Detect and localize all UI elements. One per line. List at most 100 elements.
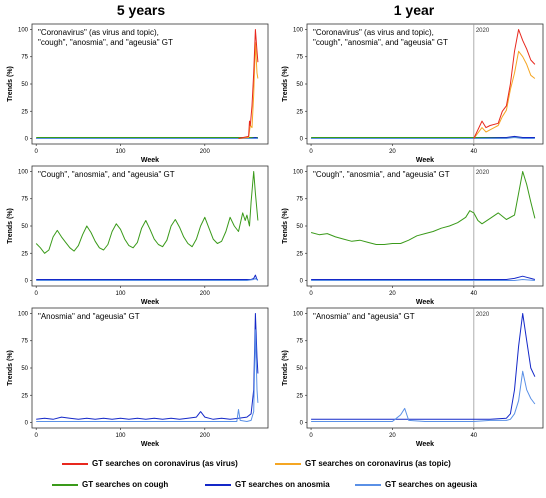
y-tick-label: 75: [296, 197, 303, 203]
plot-frame: [306, 307, 544, 429]
y-axis-label: Trends (%): [282, 66, 289, 102]
series-line-anosmia: [36, 313, 259, 420]
series-line-virus: [238, 29, 259, 139]
y-tick-label: 75: [296, 339, 303, 345]
series-line-topic: [238, 42, 259, 139]
y-tick-label: 50: [296, 224, 303, 230]
panel-title: "cough", "anosmia", and "ageusia" GT: [313, 38, 448, 47]
panel-title: "Anosmia" and "ageusia" GT: [313, 312, 415, 321]
x-axis-label: Week: [141, 157, 159, 164]
x-tick-label: 0: [309, 291, 313, 297]
y-tick-label: 100: [18, 27, 29, 33]
y-tick-label: 0: [300, 421, 304, 427]
series-line-anosmia: [36, 274, 258, 280]
y-tick-label: 0: [25, 421, 29, 427]
y-tick-label: 50: [296, 366, 303, 372]
y-tick-label: 25: [21, 109, 28, 115]
y-tick-label: 0: [300, 279, 304, 285]
series-line-ageusia: [36, 277, 259, 281]
y-tick-label: 0: [300, 137, 304, 143]
x-axis-label: Week: [416, 157, 434, 164]
y-axis-label: Trends (%): [7, 66, 14, 102]
y-tick-label: 100: [18, 311, 29, 317]
legend-label: GT searches on coronavirus (as topic): [305, 459, 451, 468]
legend-label: GT searches on cough: [82, 480, 169, 489]
panel-title: "Anosmia" and "ageusia" GT: [38, 312, 140, 321]
y-tick-label: 25: [296, 393, 303, 399]
x-tick-label: 200: [200, 291, 211, 297]
column-title-5-years: 5 years: [116, 2, 166, 18]
y-axis-label: Trends (%): [7, 208, 14, 244]
x-tick-label: 40: [470, 291, 477, 297]
y-tick-label: 75: [21, 55, 28, 61]
series-line-virus: [473, 29, 536, 139]
panel-title: "Cough", "anosmia", and "ageusia" GT: [38, 170, 175, 179]
series-line-ageusia: [36, 329, 259, 422]
legend-swatch: [62, 462, 88, 465]
y-tick-label: 25: [296, 109, 303, 115]
year-annotation: 2020: [476, 312, 490, 318]
y-axis-label: Trends (%): [7, 350, 14, 386]
y-tick-label: 100: [293, 27, 304, 33]
x-tick-label: 40: [470, 149, 477, 155]
y-tick-label: 25: [296, 251, 303, 257]
column-title-1-year: 1 year: [393, 2, 435, 18]
x-tick-label: 20: [389, 433, 396, 439]
y-tick-label: 50: [21, 82, 28, 88]
legend-swatch: [355, 483, 381, 486]
panel-title: "Coronavirus" (as virus and topic),: [38, 28, 159, 37]
y-tick-label: 100: [293, 169, 304, 175]
panel-1y-2: 2020 0 25 50 75 100 0 20 40 Week Trends (%) "Cough"…: [282, 165, 544, 306]
legend-label: GT searches on coronavirus (as virus): [92, 459, 238, 468]
x-axis-label: Week: [416, 299, 434, 306]
year-annotation: 2020: [476, 28, 490, 34]
x-tick-label: 0: [309, 149, 313, 155]
plot-frame: [31, 307, 269, 429]
legend-item: GT searches on cough: [52, 480, 168, 489]
legend-item: GT searches on ageusia: [355, 480, 477, 489]
series-line-anosmia: [311, 313, 536, 420]
x-tick-label: 200: [200, 149, 211, 155]
legend-label: GT searches on anosmia: [235, 480, 330, 489]
legend-swatch: [52, 483, 78, 486]
x-tick-label: 100: [115, 291, 126, 297]
x-tick-label: 0: [35, 149, 39, 155]
y-tick-label: 25: [21, 251, 28, 257]
x-tick-label: 20: [389, 149, 396, 155]
legend-swatch: [275, 462, 301, 465]
series-line-ageusia: [311, 370, 536, 422]
x-tick-label: 200: [200, 433, 211, 439]
x-tick-label: 40: [470, 433, 477, 439]
y-tick-label: 25: [21, 393, 28, 399]
legend-label: GT searches on ageusia: [385, 480, 478, 489]
y-tick-label: 75: [21, 197, 28, 203]
panel-title: "Coronavirus" (as virus and topic),: [313, 28, 434, 37]
x-axis-label: Week: [141, 441, 159, 448]
y-tick-label: 100: [293, 311, 304, 317]
plot-frame: [31, 165, 269, 287]
y-tick-label: 75: [296, 55, 303, 61]
panel-title: "cough", "anosmia", and "ageusia" GT: [38, 38, 173, 47]
legend-swatch: [205, 483, 231, 486]
panel-1y-1: 2020 0 25 50 75 100 0 20 40 Week Trends (%) "Corona…: [282, 23, 544, 164]
y-tick-label: 0: [25, 137, 29, 143]
x-tick-label: 0: [35, 291, 39, 297]
x-axis-label: Week: [141, 299, 159, 306]
panel-5y-3: 0 25 50 75 100 0 100 200 Week Trends (%) "Anosmia"…: [7, 307, 269, 448]
y-tick-label: 75: [21, 339, 28, 345]
y-tick-label: 50: [296, 82, 303, 88]
panel-5y-2: 0 25 50 75 100 0 100 200 Week Trends (%) "Cough", …: [7, 165, 269, 306]
series-line-cough: [35, 171, 259, 254]
series-line-anosmia: [311, 275, 536, 280]
x-tick-label: 20: [389, 291, 396, 297]
y-axis-label: Trends (%): [282, 208, 289, 244]
legend-item: GT searches on coronavirus (as topic): [275, 459, 451, 468]
series-line-ageusia: [311, 137, 535, 139]
x-tick-label: 0: [35, 433, 39, 439]
year-annotation: 2020: [476, 170, 490, 176]
legend-item: GT searches on coronavirus (as virus): [62, 459, 238, 468]
x-axis-label: Week: [416, 441, 434, 448]
y-tick-label: 50: [21, 366, 28, 372]
x-tick-label: 100: [115, 433, 126, 439]
